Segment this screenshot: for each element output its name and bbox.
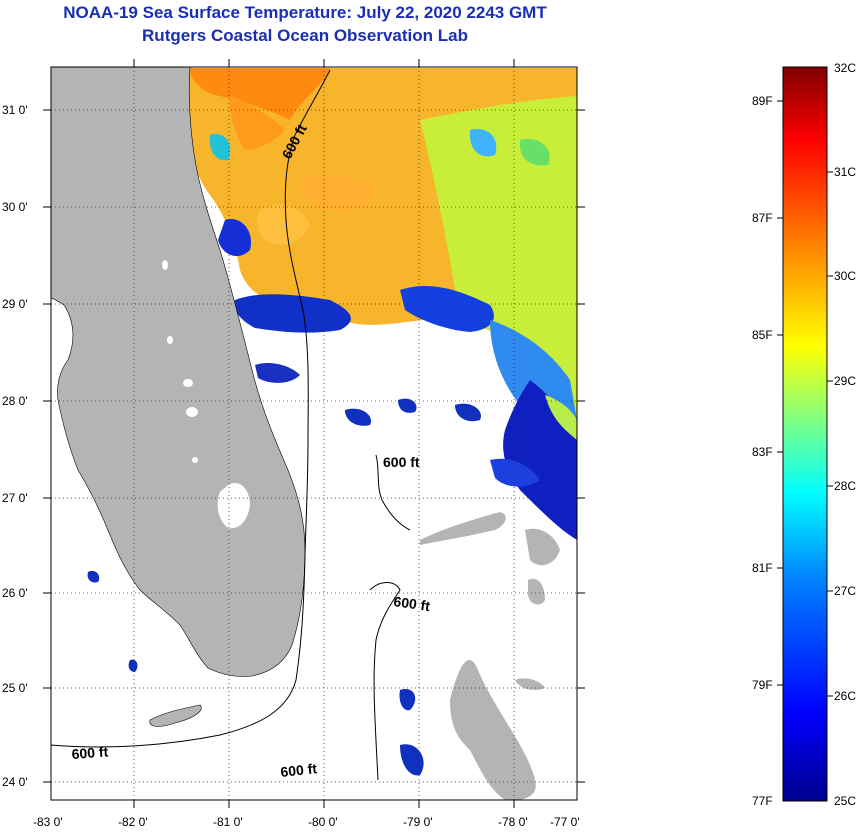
frame-ticks <box>43 59 585 808</box>
colorbar-label-f: 87F <box>752 211 773 225</box>
colorbar-label-c: 25C <box>834 794 856 808</box>
lat-label: 26 0' <box>2 586 28 600</box>
lon-label: -80 0' <box>308 815 338 829</box>
map-title-line2: Rutgers Coastal Ocean Observation Lab <box>142 26 468 45</box>
isobath-600ft <box>51 69 411 781</box>
map-frame <box>50 66 578 801</box>
lon-label: -78 0' <box>498 815 528 829</box>
lon-label: -82 0' <box>118 815 148 829</box>
lon-label: -83 0' <box>33 815 63 829</box>
sst-data-layer <box>87 68 577 776</box>
lat-label: 25 0' <box>2 681 28 695</box>
isobath-label-4: 600 ft <box>280 760 318 780</box>
isobath-label-1: 600 ft <box>383 454 420 470</box>
colorbar-label-c: 32C <box>834 61 856 75</box>
lat-label: 31 0' <box>2 103 28 117</box>
colorbar-label-f: 83F <box>752 445 773 459</box>
colorbar-label-f: 77F <box>752 794 773 808</box>
lat-label: 27 0' <box>2 491 28 505</box>
colorbar-ticks <box>777 100 833 697</box>
lakes <box>162 260 250 529</box>
map-title-line1: NOAA-19 Sea Surface Temperature: July 22… <box>63 3 547 22</box>
lat-label: 30 0' <box>2 200 28 214</box>
land-layer <box>51 67 560 800</box>
isobath-label-2: 600 ft <box>393 593 432 614</box>
lat-label: 29 0' <box>2 297 28 311</box>
colorbar-label-c: 27C <box>834 584 856 598</box>
isobath-label-3: 600 ft <box>71 743 109 762</box>
lat-label: 24 0' <box>2 775 28 789</box>
colorbar-label-c: 31C <box>834 165 856 179</box>
lon-label: -81 0' <box>213 815 243 829</box>
colorbar-label-f: 79F <box>752 678 773 692</box>
colorbar <box>782 66 828 802</box>
colorbar-label-c: 29C <box>834 374 856 388</box>
lon-label: -77 0' <box>550 815 580 829</box>
colorbar-label-c: 26C <box>834 689 856 703</box>
lat-label: 28 0' <box>2 394 28 408</box>
colorbar-label-c: 30C <box>834 269 856 283</box>
colorbar-label-c: 28C <box>834 479 856 493</box>
colorbar-label-f: 81F <box>752 561 773 575</box>
lon-label: -79 0' <box>403 815 433 829</box>
colorbar-label-f: 85F <box>752 328 773 342</box>
colorbar-label-f: 89F <box>752 94 773 108</box>
